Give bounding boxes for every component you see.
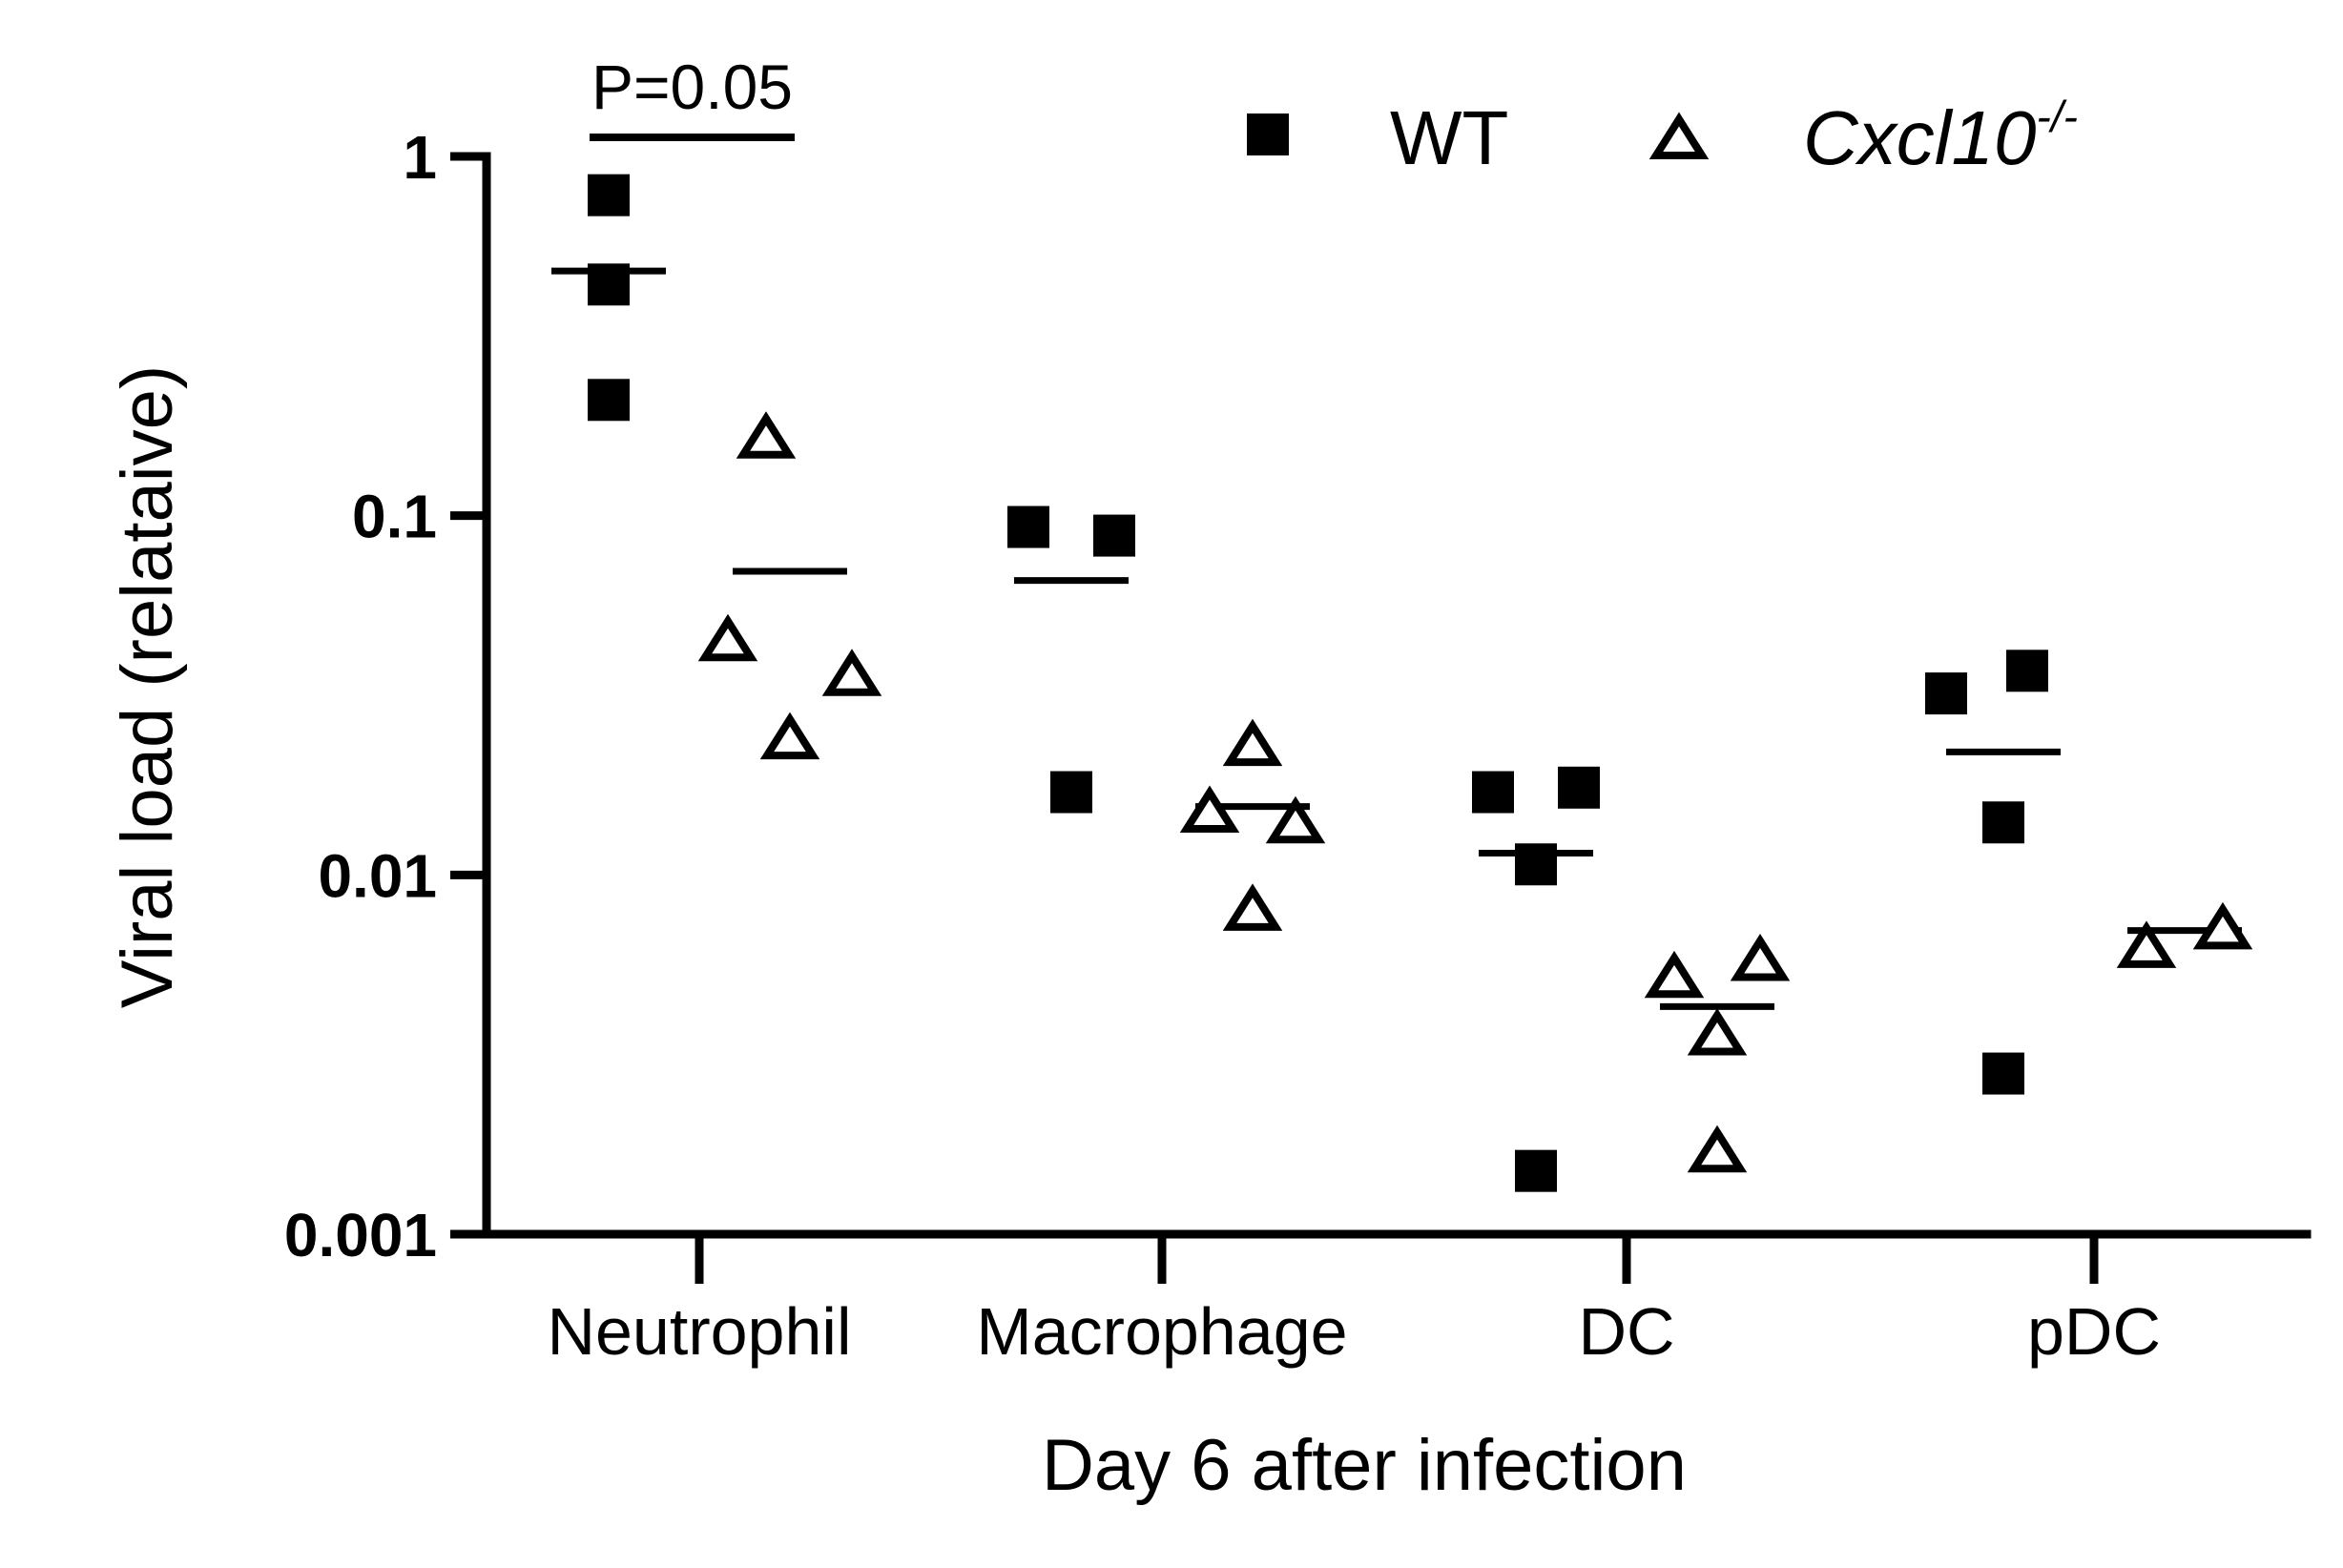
y-tick-label: 1	[403, 123, 437, 192]
x-axis-ticks: Neutrophil Macrophage DC pDC	[547, 1234, 2161, 1369]
data-point-cxcl10	[1222, 718, 1283, 767]
data-point-wt	[1925, 672, 1967, 715]
data-point-cxcl10	[759, 712, 820, 760]
data-point-cxcl10	[1179, 785, 1240, 834]
data-point-wt	[588, 379, 630, 422]
legend-label-cxcl10-superscript: -/-	[2037, 92, 2078, 141]
data-point-cxcl10	[821, 649, 882, 696]
axes	[482, 152, 2312, 1239]
data-point-wt	[1515, 1149, 1557, 1192]
data-point-wt	[1050, 771, 1092, 814]
data-point-wt	[588, 263, 630, 306]
data-point-cxcl10	[2192, 901, 2253, 950]
significance-label: P=0.05	[591, 52, 793, 122]
x-axis-title: Day 6 after infection	[1042, 1425, 1687, 1506]
legend-marker-wt	[1247, 113, 1289, 155]
data-point-cxcl10	[1644, 950, 1705, 999]
data-point-wt	[1007, 505, 1049, 548]
data-point-cxcl10	[697, 613, 758, 662]
data-point-cxcl10	[1687, 1124, 1748, 1173]
data-point-cxcl10	[1222, 883, 1283, 931]
mean-lines	[551, 267, 2242, 1010]
x-tick-label-macrophage: Macrophage	[976, 1294, 1347, 1369]
annotations: P=0.05	[590, 52, 795, 141]
data-point-wt	[1472, 771, 1514, 814]
data-point-wt	[588, 174, 630, 217]
legend-label-cxcl10: Cxcl10-/-	[1803, 92, 2078, 180]
legend: WT Cxcl10-/-	[1247, 92, 2078, 180]
legend-label-cxcl10-base: Cxcl10	[1803, 95, 2037, 180]
data-point-wt	[1515, 843, 1557, 886]
legend-label-wt: WT	[1390, 95, 1508, 180]
data-point-cxcl10	[736, 411, 797, 459]
data-point-cxcl10	[2116, 920, 2177, 968]
data-point-cxcl10	[1687, 1007, 1748, 1056]
data-point-wt	[1982, 1052, 2024, 1095]
x-tick-label-pdc: pDC	[2027, 1294, 2161, 1369]
data-point-wt	[1982, 801, 2024, 844]
y-tick-label: 0.1	[352, 483, 437, 551]
y-tick-label: 0.01	[318, 841, 437, 910]
y-axis-title: Viral load (relataive)	[107, 365, 188, 1008]
y-axis-ticks: 1 0.1 0.01 0.001	[284, 123, 487, 1269]
data-point-wt	[2006, 650, 2048, 692]
axis-lines	[482, 152, 2312, 1239]
x-tick-label-neutrophil: Neutrophil	[547, 1294, 851, 1369]
y-tick-label: 0.001	[284, 1201, 437, 1269]
x-tick-label-dc: DC	[1578, 1294, 1674, 1369]
data-point-cxcl10	[1730, 933, 1791, 981]
data-points	[588, 174, 2253, 1192]
legend-marker-cxcl10	[1648, 112, 1710, 159]
data-point-wt	[1558, 766, 1600, 809]
data-point-cxcl10	[1265, 795, 1326, 844]
data-point-wt	[1093, 514, 1135, 557]
